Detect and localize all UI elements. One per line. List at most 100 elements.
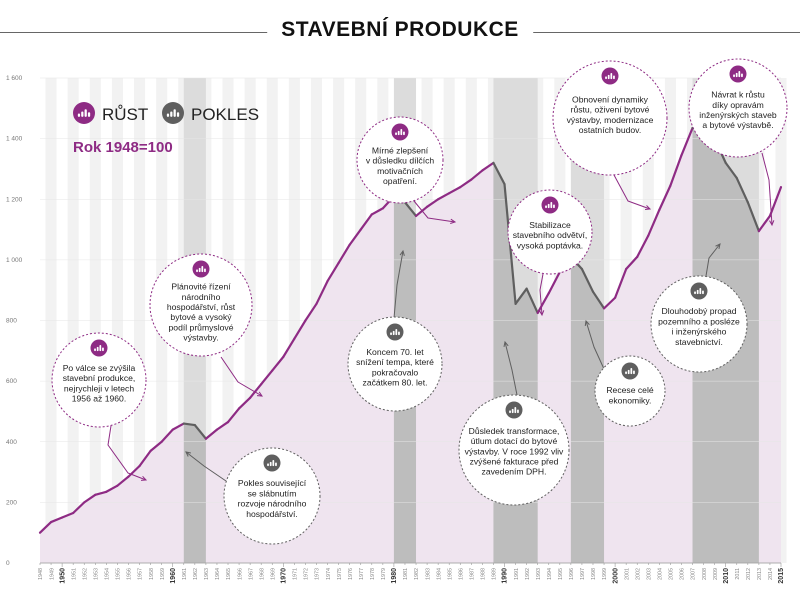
callout-arrow (185, 451, 227, 482)
bar-chart-icon (94, 345, 104, 352)
series-segment (282, 337, 296, 358)
series-segment (72, 501, 86, 515)
icon-bar (553, 204, 555, 209)
icon-bar (99, 345, 102, 352)
x-tick-label: 1970 (281, 568, 288, 584)
x-tick-label: 1985 (447, 568, 453, 580)
x-tick-label: 1974 (326, 568, 332, 580)
series-segment (636, 234, 650, 258)
decline-area (183, 423, 206, 563)
series-segment (138, 449, 152, 468)
callout-circle (149, 253, 253, 357)
arrow-head (584, 319, 590, 327)
x-tick-label: 1962 (193, 568, 199, 580)
legend-growth-label: RŮST (102, 105, 148, 124)
icon-bar (509, 410, 511, 414)
callout-text-line: výstavby, modernizace (567, 115, 654, 125)
series-segment (735, 176, 749, 204)
series-segment (591, 290, 606, 310)
x-tick-label: 1948 (38, 568, 44, 580)
callout-icon-bg (729, 65, 747, 83)
callout-text-line: 1956 až 1960. (72, 393, 126, 403)
callout-text-line: hospodářství, růst (167, 302, 236, 312)
x-tick-label: 1963 (204, 568, 210, 580)
series-segment (326, 261, 340, 283)
icon-bar (81, 111, 84, 117)
bar-chart-icon (605, 73, 615, 80)
x-tick-label: 1961 (182, 568, 188, 580)
icon-bar (633, 370, 635, 375)
series-segment (293, 319, 307, 340)
callout-icon-bg (192, 260, 210, 278)
icon-bar (398, 331, 400, 336)
legend-decline: POKLES (162, 102, 259, 124)
callout-circle (223, 447, 321, 545)
callout-icon-bg (391, 123, 409, 141)
callout-text-line: stavebního odvětví, (513, 230, 588, 240)
x-tick-label: 1969 (270, 568, 276, 580)
icon-bar (267, 463, 269, 467)
bar-chart-icon (545, 202, 555, 209)
callout-text-line: Dlouhodobý propad (661, 306, 736, 316)
legend-decline-marker (162, 102, 184, 124)
callout-text-line: hospodářství. (246, 509, 298, 519)
series-segment (492, 161, 506, 186)
series-segment (625, 255, 639, 271)
x-tick-label: 1980 (391, 568, 398, 584)
x-tick-label: 1990 (502, 568, 509, 584)
x-tick-label: 1995 (558, 568, 564, 580)
bar-chart-icon (694, 288, 704, 295)
x-tick-label: 2001 (624, 568, 630, 580)
callout-arrow (705, 243, 721, 277)
series-segment (149, 440, 163, 452)
series-segment (83, 493, 97, 504)
x-tick-label: 1968 (259, 568, 265, 580)
callout-text-line: snížení tempa, které (356, 357, 434, 367)
bar-chart-icon (625, 368, 635, 375)
x-axis: 1948 1949 1950 1951 1952 1953 1954 1955 1956 1957… (38, 562, 785, 584)
callout-arrow (220, 356, 263, 397)
icon-bar (627, 369, 630, 375)
icon-bar (201, 266, 204, 273)
series-segment (171, 422, 185, 431)
icon-bar (390, 332, 392, 336)
x-tick-label: 1976 (348, 568, 354, 580)
callout-text-line: Pokles související (238, 478, 307, 488)
callout-circle (458, 394, 570, 506)
decline-area (570, 256, 605, 563)
icon-bar (400, 129, 403, 136)
series-segment (127, 464, 141, 478)
callout-circle (650, 275, 748, 373)
x-tick-label: 1977 (359, 568, 365, 580)
x-tick-label: 1967 (248, 568, 254, 580)
callout-text-line: Mírné zlepšení (372, 145, 429, 155)
series-segment (459, 178, 473, 189)
icon-bar (87, 112, 91, 117)
series-segment (160, 428, 174, 443)
icon-bar (550, 202, 553, 209)
x-tick-label: 1979 (381, 568, 387, 580)
icon-bar (733, 74, 735, 78)
icon-bar (170, 111, 173, 117)
icon-bar (625, 371, 627, 375)
callout-circle (51, 332, 147, 428)
callout-arrow (539, 273, 544, 316)
y-tick-label: 1 600 (6, 75, 23, 82)
callout-text-line: vysoká poptávka. (517, 240, 583, 250)
icon-bar (94, 348, 96, 352)
series-segment (204, 428, 219, 440)
icon-bar (77, 113, 81, 117)
icon-bar (545, 205, 547, 209)
x-tick-label: 1987 (470, 568, 476, 580)
icon-bar (102, 347, 104, 352)
series-segment (348, 228, 362, 246)
y-tick-label: 1 000 (6, 257, 23, 264)
callout-text-line: Koncem 70. let (366, 347, 424, 357)
callout-arrow (585, 320, 605, 370)
x-tick-label: 1958 (149, 568, 155, 580)
